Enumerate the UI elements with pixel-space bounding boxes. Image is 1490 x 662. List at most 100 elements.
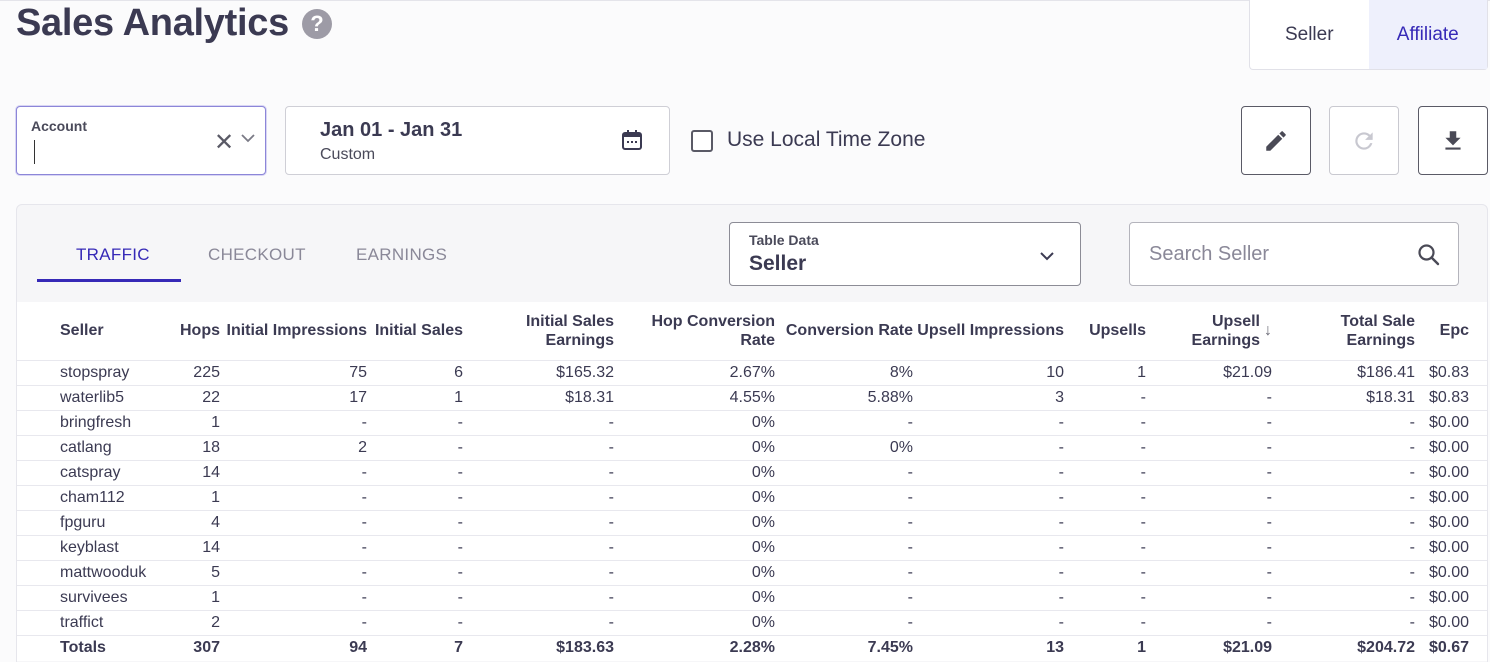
cell-initial-sales: - — [367, 434, 463, 460]
table-data-select[interactable]: Table Data Seller — [729, 222, 1081, 286]
column-header-upsells[interactable]: Upsells — [1089, 322, 1146, 340]
cell-upsell-earnings: - — [1146, 509, 1272, 535]
cell-hop-conversion-rate: 0% — [614, 509, 775, 535]
date-preset-label: Custom — [320, 146, 376, 163]
cell-epc: $0.83 — [1415, 359, 1469, 385]
totals-row: Totals 307 94 7 $183.63 2.28% 7.45% 13 1 $21.09 $2… — [17, 634, 1487, 661]
date-range-value: Jan 01 - Jan 31 — [320, 119, 463, 141]
role-toggle: Seller Affiliate — [1249, 0, 1488, 70]
cell-conversion-rate: 7.45% — [775, 634, 913, 661]
cell-total-sale-earnings: - — [1272, 484, 1415, 510]
download-button[interactable] — [1418, 106, 1488, 175]
column-header-initial-sales-earnings[interactable]: Initial Sales Earnings — [525, 312, 614, 349]
table-row[interactable]: survivees 1- - -0% - - - - - $0.00 — [17, 584, 1487, 610]
sort-descending-icon: ↓ — [1264, 321, 1272, 339]
help-icon[interactable]: ? — [302, 9, 332, 39]
search-seller-input[interactable] — [1149, 237, 1409, 271]
cell-initial-sales-earnings: - — [463, 434, 614, 460]
cell-conversion-rate: - — [775, 609, 913, 635]
account-field[interactable]: Account ✕ — [16, 106, 266, 175]
table-row[interactable]: mattwooduk 5- - -0% - - - - - $0.00 — [17, 559, 1487, 585]
cell-upsells: - — [1064, 559, 1146, 585]
calendar-icon[interactable] — [620, 128, 644, 152]
cell-initial-impressions: 75 — [220, 359, 367, 385]
search-icon[interactable] — [1416, 242, 1442, 268]
table-row[interactable]: bringfresh 1- - -0% - - - - - $0.00 — [17, 409, 1487, 435]
cell-hops: 2 — [160, 609, 220, 635]
chevron-down-icon[interactable] — [239, 129, 257, 147]
cell-initial-impressions: - — [220, 484, 367, 510]
column-header-epc[interactable]: Epc — [1439, 322, 1469, 340]
table-row[interactable]: stopspray 225 75 6 $165.32 2.67% 8% 10 1 $21.09 $1… — [17, 359, 1487, 385]
cell-seller: traffict — [60, 609, 160, 635]
table-row[interactable]: fpguru 4- - -0% - - - - - $0.00 — [17, 509, 1487, 535]
cell-conversion-rate: 5.88% — [775, 384, 913, 410]
column-header-initial-impressions[interactable]: Initial Impressions — [226, 322, 367, 340]
role-seller-button[interactable]: Seller — [1284, 23, 1334, 45]
column-header-upsell-impressions[interactable]: Upsell Impressions — [917, 322, 1064, 340]
cell-hops: 225 — [160, 359, 220, 385]
cell-hops: 307 — [160, 634, 220, 661]
cell-total-sale-earnings: - — [1272, 559, 1415, 585]
column-header-seller[interactable]: Seller — [60, 322, 104, 340]
table-row[interactable]: keyblast 14- - -0% - - - - - $0.00 — [17, 534, 1487, 560]
column-header-hop-conversion-rate[interactable]: Hop Conversion Rate — [651, 312, 775, 349]
column-header-total-sale-earnings[interactable]: Total Sale Earnings — [1340, 312, 1415, 349]
tab-earnings[interactable]: EARNINGS — [356, 245, 448, 264]
cell-seller: survivees — [60, 584, 160, 610]
cell-epc: $0.00 — [1415, 534, 1469, 560]
table-row[interactable]: waterlib5 22 17 1 $18.31 4.55% 5.88% 3- - $18.31 $… — [17, 384, 1487, 410]
edit-button[interactable] — [1241, 106, 1311, 175]
refresh-button[interactable] — [1329, 106, 1399, 175]
row-spacer — [17, 409, 60, 435]
cell-hops: 18 — [160, 434, 220, 460]
cell-hop-conversion-rate: 2.28% — [614, 634, 775, 661]
tab-traffic[interactable]: TRAFFIC — [76, 245, 150, 264]
cell-hop-conversion-rate: 0% — [614, 434, 775, 460]
analytics-panel: TRAFFIC CHECKOUT EARNINGS Table Data Sel… — [16, 204, 1488, 662]
cell-upsell-impressions: - — [913, 559, 1064, 585]
row-spacer — [1469, 384, 1487, 410]
cell-initial-impressions: - — [220, 584, 367, 610]
local-timezone-label[interactable]: Use Local Time Zone — [727, 128, 926, 151]
local-timezone-checkbox[interactable] — [691, 130, 713, 152]
cell-upsell-earnings: - — [1146, 609, 1272, 635]
account-label: Account — [31, 118, 87, 134]
table-row[interactable]: cham112 1- - -0% - - - - - $0.00 — [17, 484, 1487, 510]
cell-seller: bringfresh — [60, 409, 160, 435]
cell-initial-sales-earnings: - — [463, 409, 614, 435]
cell-upsells: - — [1064, 484, 1146, 510]
table-row[interactable]: traffict 2- - -0% - - - - - $0.00 — [17, 609, 1487, 635]
cell-conversion-rate: - — [775, 559, 913, 585]
column-header-hops[interactable]: Hops — [180, 322, 220, 340]
cell-upsell-earnings: $21.09 — [1146, 634, 1272, 661]
cell-initial-sales-earnings: - — [463, 459, 614, 485]
cell-initial-sales: - — [367, 609, 463, 635]
cell-initial-sales: - — [367, 559, 463, 585]
tab-checkout[interactable]: CHECKOUT — [208, 245, 306, 264]
column-header-upsell-earnings[interactable]: Upsell Earnings↓ — [1146, 302, 1272, 360]
cell-hop-conversion-rate: 4.55% — [614, 384, 775, 410]
date-range-picker[interactable]: Jan 01 - Jan 31 Custom — [285, 106, 670, 175]
close-icon[interactable]: ✕ — [214, 129, 235, 156]
cell-initial-sales: - — [367, 459, 463, 485]
cell-hops: 22 — [160, 384, 220, 410]
column-header-conversion-rate[interactable]: Conversion Rate — [785, 322, 913, 340]
table-row[interactable]: catlang 18 2- -0% 0% - - - - $0.00 — [17, 434, 1487, 460]
cell-total-sale-earnings: - — [1272, 509, 1415, 535]
cell-hop-conversion-rate: 0% — [614, 409, 775, 435]
text-caret — [34, 140, 35, 164]
cell-epc: $0.83 — [1415, 384, 1469, 410]
cell-upsell-impressions: - — [913, 459, 1064, 485]
role-affiliate-button[interactable]: Affiliate — [1368, 0, 1487, 69]
row-spacer — [1469, 634, 1487, 661]
cell-total-sale-earnings: - — [1272, 459, 1415, 485]
row-spacer — [1469, 584, 1487, 610]
row-spacer — [1469, 484, 1487, 510]
cell-conversion-rate: - — [775, 509, 913, 535]
cell-conversion-rate: 8% — [775, 359, 913, 385]
column-header-initial-sales[interactable]: Initial Sales — [374, 322, 463, 340]
cell-hops: 14 — [160, 534, 220, 560]
cell-upsell-earnings: - — [1146, 534, 1272, 560]
table-row[interactable]: catspray 14- - -0% - - - - - $0.00 — [17, 459, 1487, 485]
